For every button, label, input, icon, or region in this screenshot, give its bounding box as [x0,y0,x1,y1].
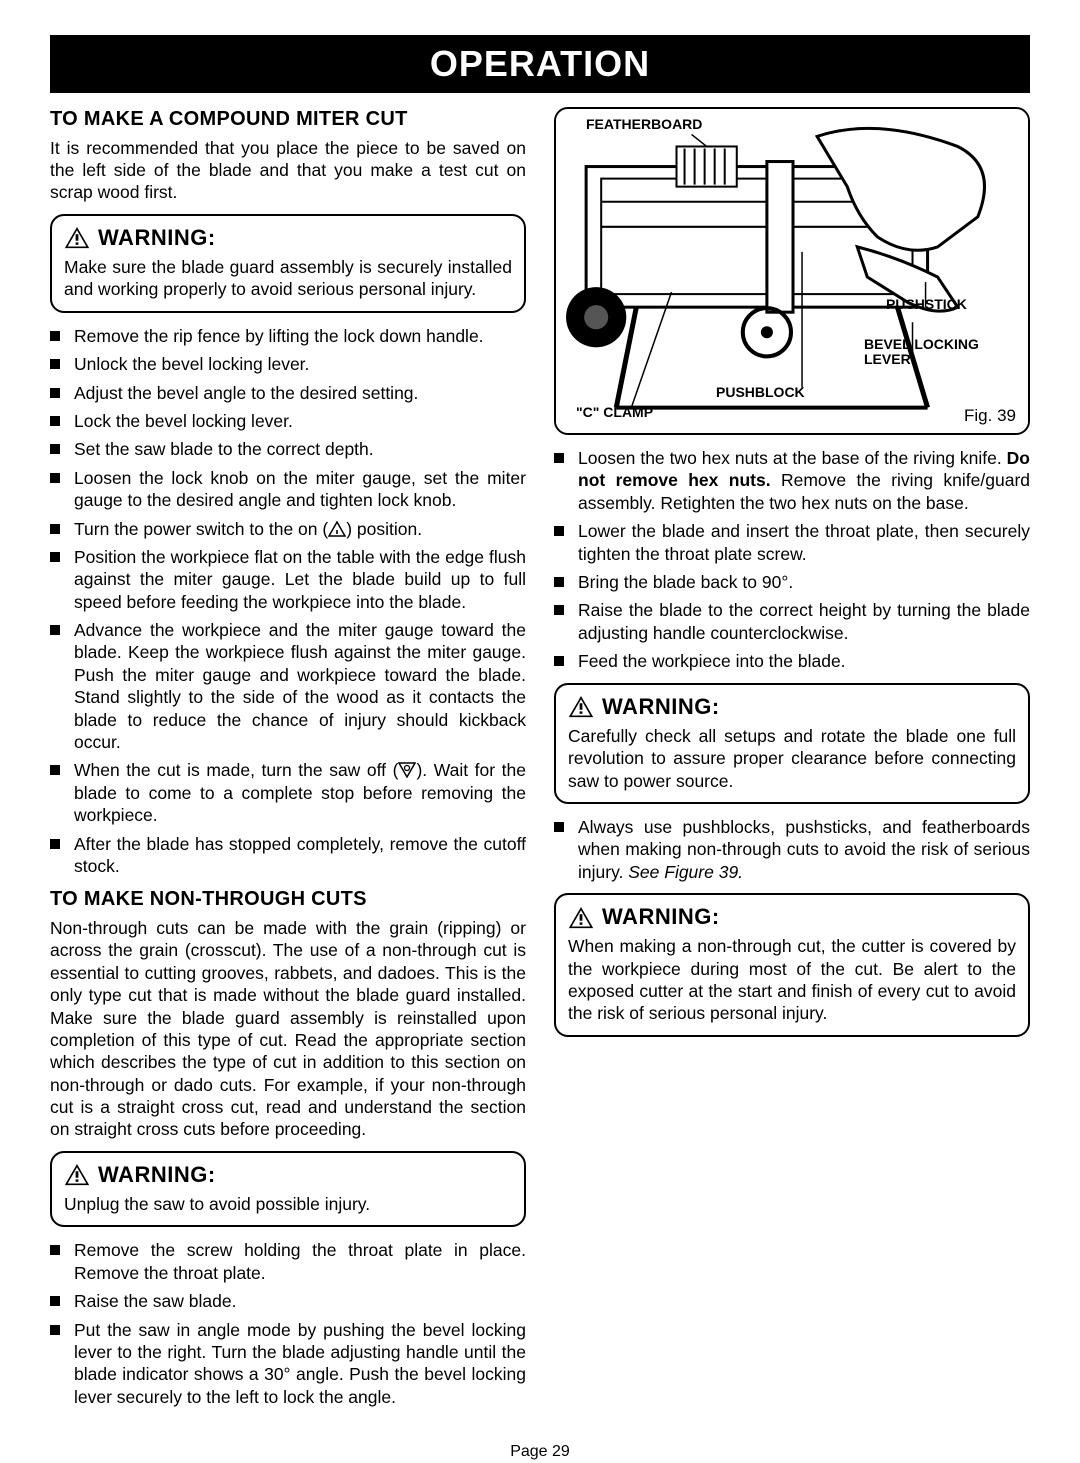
warning-triangle-icon [64,226,90,249]
two-column-layout: TO MAKE A COMPOUND MITER CUT It is recom… [50,107,1030,1418]
list-item: Adjust the bevel angle to the desired se… [50,382,526,404]
list-item: Raise the saw blade. [50,1290,526,1312]
list-item: Unlock the bevel locking lever. [50,353,526,375]
label-pushstick: PUSHSTICK [886,297,967,312]
list-item: Remove the rip fence by lifting the lock… [50,325,526,347]
list-item: Set the saw blade to the correct depth. [50,438,526,460]
warning-body: Carefully check all setups and rotate th… [568,725,1016,792]
list-item: Loosen the two hex nuts at the base of t… [554,447,1030,514]
warning-box-4: WARNING: When making a non-through cut, … [554,893,1030,1037]
warning-body: Make sure the blade guard assembly is se… [64,256,512,301]
list-item: Bring the blade back to 90°. [554,571,1030,593]
right-column: FEATHERBOARD PUSHSTICK BEVEL LOCKING LEV… [554,107,1030,1418]
list-item: Turn the power switch to the on ( ) posit… [50,518,526,540]
list-item: After the blade has stopped completely, … [50,833,526,878]
warning-title: WARNING: [602,693,720,721]
warning-triangle-icon [568,695,594,718]
text: Loosen the two hex nuts at the base of t… [578,448,1007,468]
label-pushblock: PUSHBLOCK [716,385,805,400]
text: When the cut is made, turn the saw off ( [74,760,398,780]
steps-list-2: Remove the screw holding the throat plat… [50,1239,526,1408]
left-column: TO MAKE A COMPOUND MITER CUT It is recom… [50,107,526,1418]
heading-non-through: TO MAKE NON-THROUGH CUTS [50,887,526,913]
warning-header: WARNING: [568,693,1016,721]
off-symbol-icon [398,762,416,778]
right-steps-list-1: Loosen the two hex nuts at the base of t… [554,447,1030,673]
warning-triangle-icon [64,1163,90,1186]
warning-header: WARNING: [64,1161,512,1189]
list-item: Put the saw in angle mode by pushing the… [50,1319,526,1409]
warning-box-3: WARNING: Carefully check all setups and … [554,683,1030,804]
text: Turn the power switch to the on ( [74,519,328,539]
right-steps-list-2: Always use pushblocks, pushsticks, and f… [554,816,1030,883]
label-featherboard: FEATHERBOARD [586,117,702,132]
warning-title: WARNING: [602,903,720,931]
italic-text: See Figure 39. [628,862,743,882]
list-item: Loosen the lock knob on the miter gauge,… [50,467,526,512]
warning-triangle-icon [568,906,594,929]
on-symbol-icon [328,521,346,537]
page-footer: Page 29 [50,1442,1030,1462]
list-item: Always use pushblocks, pushsticks, and f… [554,816,1030,883]
warning-box-1: WARNING: Make sure the blade guard assem… [50,214,526,313]
list-item: Raise the blade to the correct height by… [554,599,1030,644]
warning-body: Unplug the saw to avoid possible injury. [64,1193,512,1215]
label-cclamp: "C" CLAMP [576,405,653,420]
list-item: Position the workpiece flat on the table… [50,546,526,613]
heading-compound-miter: TO MAKE A COMPOUND MITER CUT [50,107,526,133]
warning-box-2: WARNING: Unplug the saw to avoid possibl… [50,1151,526,1228]
non-through-paragraph: Non-through cuts can be made with the gr… [50,917,526,1141]
figure-39: FEATHERBOARD PUSHSTICK BEVEL LOCKING LEV… [554,107,1030,435]
warning-header: WARNING: [64,224,512,252]
steps-list-1: Remove the rip fence by lifting the lock… [50,325,526,878]
warning-title: WARNING: [98,1161,216,1189]
list-item: Feed the workpiece into the blade. [554,650,1030,672]
label-bevel: BEVEL LOCKING LEVER [864,337,1004,368]
warning-body: When making a non-through cut, the cutte… [568,935,1016,1025]
list-item: Lower the blade and insert the throat pl… [554,520,1030,565]
list-item: When the cut is made, turn the saw off (… [50,759,526,826]
list-item: Remove the screw holding the throat plat… [50,1239,526,1284]
figure-caption: Fig. 39 [964,405,1016,427]
warning-header: WARNING: [568,903,1016,931]
section-banner: OPERATION [50,35,1030,93]
list-item: Lock the bevel locking lever. [50,410,526,432]
intro-paragraph: It is recommended that you place the pie… [50,137,526,204]
text: ) position. [346,519,422,539]
warning-title: WARNING: [98,224,216,252]
list-item: Advance the workpiece and the miter gaug… [50,619,526,753]
